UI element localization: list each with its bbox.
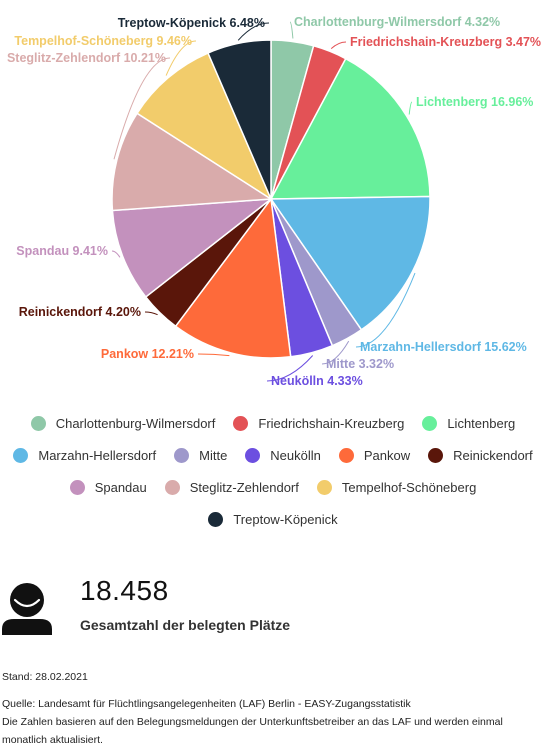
pie-slices: [111, 39, 431, 359]
pie-slice-tempelhof-schoneberg[interactable]: [136, 52, 273, 201]
legend-label: Friedrichshain-Kreuzberg: [258, 416, 405, 431]
slice-label-tempelhof-schoneberg: Tempelhof-Schöneberg 9.46%: [14, 34, 192, 48]
connector-charlottenburg-wilmersdorf: [289, 21, 294, 39]
slice-label-treptow-kopenick: Treptow-Köpenick 6.48%: [118, 16, 265, 30]
slice-label-steglitz-zehlendorf: Steglitz-Zehlendorf 10.21%: [7, 51, 166, 65]
legend-swatch: [69, 480, 85, 495]
note-text: Die Zahlen basieren auf den Belegungsmel…: [2, 716, 503, 746]
slice-labels: Charlottenburg-Wilmersdorf 4.32% Friedric…: [7, 15, 541, 388]
legend-label: Charlottenburg-Wilmersdorf: [55, 416, 216, 431]
legend-swatch: [208, 512, 224, 527]
slice-label-marzahn-hellersdorf: Marzahn-Hellersdorf 15.62%: [360, 340, 527, 354]
legend-label: Spandau: [94, 480, 147, 495]
connector-treptow-kopenick: [237, 22, 270, 41]
pie-slice-marzahn-hellersdorf[interactable]: [269, 195, 431, 331]
legend-label: Steglitz-Zehlendorf: [189, 480, 299, 495]
legend-item-steglitz-zehlendorf[interactable]: Steglitz-Zehlendorf: [164, 480, 299, 495]
legend-swatch: [338, 448, 354, 463]
legend-item-friedrichshain-kreuzberg[interactable]: Friedrichshain-Kreuzberg: [233, 416, 404, 431]
legend-swatch: [30, 416, 46, 431]
connector-mitte: [321, 340, 350, 365]
slice-label-neukolln: Neukölln 4.33%: [271, 374, 363, 388]
stand-date: Stand: 28.02.2021: [2, 671, 88, 683]
slice-label-friedrichshain-kreuzberg: Friedrichshain-Kreuzberg 3.47%: [350, 35, 541, 49]
legend-swatch: [245, 448, 261, 463]
person-icon: [2, 583, 52, 635]
legend-swatch: [164, 480, 180, 495]
total-stats: 18.458 Gesamtzahl der belegten Plätze: [0, 575, 546, 645]
pie-slice-spandau[interactable]: [111, 198, 274, 299]
label-connectors: [111, 21, 416, 382]
connector-reinickendorf: [144, 311, 158, 316]
legend-swatch: [13, 448, 29, 463]
connector-spandau: [111, 250, 121, 258]
connector-steglitz-zehlendorf: [113, 57, 171, 160]
chart-legend: Charlottenburg-Wilmersdorf Friedrichshain…: [0, 416, 546, 527]
slice-label-spandau: Spandau 9.41%: [16, 244, 108, 258]
legend-label: Lichtenberg: [447, 416, 516, 431]
slice-label-charlottenburg-wilmersdorf: Charlottenburg-Wilmersdorf 4.32%: [294, 15, 500, 29]
legend-item-charlottenburg-wilmersdorf[interactable]: Charlottenburg-Wilmersdorf: [30, 416, 216, 431]
pie-slice-lichtenberg[interactable]: [269, 57, 431, 200]
legend-label: Tempelhof-Schöneberg: [341, 480, 477, 495]
legend-swatch: [233, 416, 249, 431]
connector-marzahn-hellersdorf: [355, 272, 416, 348]
pie-chart: Charlottenburg-Wilmersdorf 4.32% Friedric…: [7, 15, 541, 388]
connector-pankow: [197, 353, 230, 357]
legend-label: Reinickendorf: [453, 448, 533, 463]
slice-label-reinickendorf: Reinickendorf 4.20%: [19, 305, 141, 319]
source-text: Quelle: Landesamt für Flüchtlingsangeleg…: [2, 698, 411, 710]
pie-slice-pankow[interactable]: [174, 197, 292, 359]
connector-friedrichshain-kreuzberg: [330, 41, 347, 49]
legend-swatch: [428, 448, 444, 463]
legend-swatch: [316, 480, 332, 495]
pie-slice-treptow-kopenick[interactable]: [207, 39, 272, 200]
legend-swatch: [422, 416, 438, 431]
legend-item-treptow-kopenick[interactable]: Treptow-Köpenick: [208, 512, 338, 527]
total-label: Gesamtzahl der belegten Plätze: [80, 617, 291, 633]
legend-label: Neukölln: [270, 448, 321, 463]
legend-item-marzahn-hellersdorf[interactable]: Marzahn-Hellersdorf: [13, 448, 156, 463]
connector-neukolln: [266, 355, 314, 382]
legend-item-neukolln[interactable]: Neukölln: [245, 448, 321, 463]
legend-swatch: [174, 448, 190, 463]
connector-lichtenberg: [408, 101, 413, 115]
legend-item-tempelhof-schoneberg[interactable]: Tempelhof-Schöneberg: [316, 480, 477, 495]
total-number: 18.458: [80, 575, 169, 606]
legend-label: Pankow: [363, 448, 411, 463]
legend-item-lichtenberg[interactable]: Lichtenberg: [422, 416, 515, 431]
slice-label-pankow: Pankow 12.21%: [101, 347, 194, 361]
legend-item-mitte[interactable]: Mitte: [174, 448, 227, 463]
legend-item-pankow[interactable]: Pankow: [338, 448, 411, 463]
footer: Stand: 28.02.2021 Quelle: Landesamt für …: [2, 668, 542, 749]
legend-label: Treptow-Köpenick: [233, 512, 338, 527]
slice-label-mitte: Mitte 3.32%: [326, 357, 394, 371]
legend-item-spandau[interactable]: Spandau: [69, 480, 147, 495]
connector-tempelhof-schoneberg: [165, 40, 197, 76]
legend-item-reinickendorf[interactable]: Reinickendorf: [428, 448, 533, 463]
slice-label-lichtenberg: Lichtenberg 16.96%: [416, 95, 533, 109]
legend-label: Marzahn-Hellersdorf: [38, 448, 157, 463]
legend-label: Mitte: [199, 448, 228, 463]
pie-slice-steglitz-zehlendorf[interactable]: [111, 112, 274, 212]
